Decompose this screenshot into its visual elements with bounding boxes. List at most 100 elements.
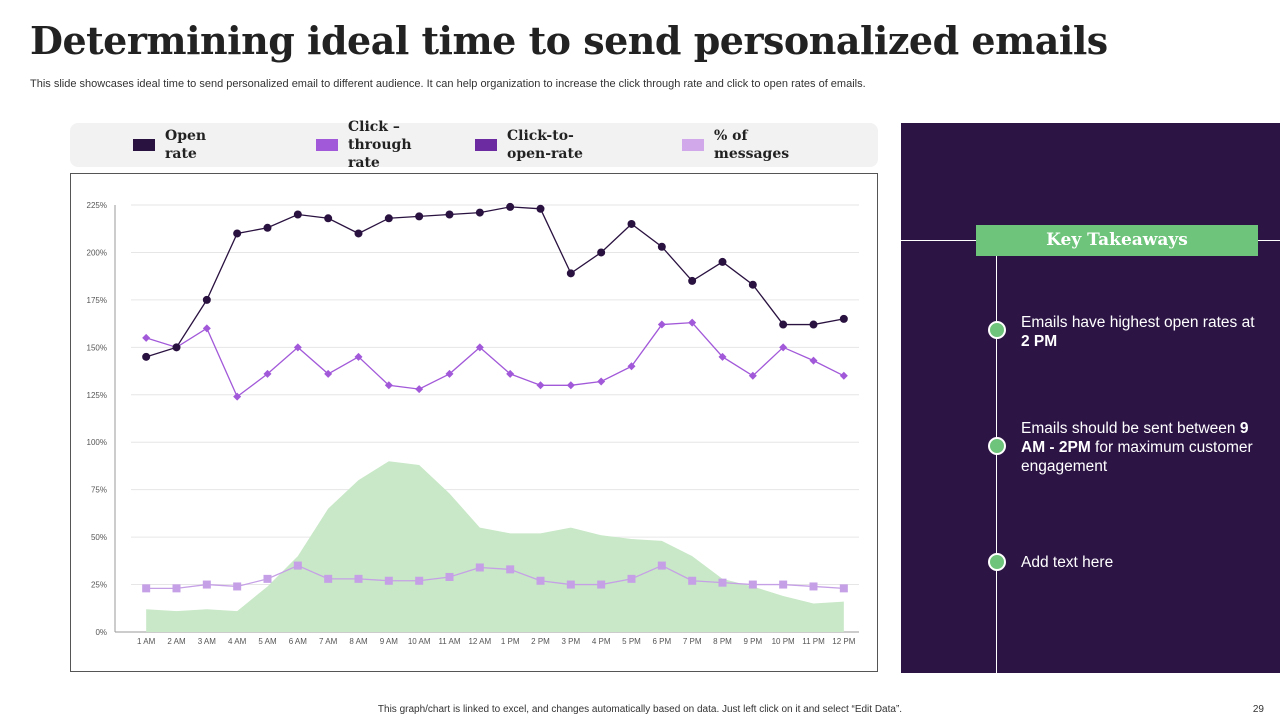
legend-label-click-to-open-rate: Click-to-open-rate	[507, 128, 583, 162]
timeline-dot-1	[988, 321, 1006, 339]
x-tick-label: 12 PM	[832, 637, 855, 646]
legend-label-click-through-rate: Click – through rate	[348, 119, 412, 171]
point-percent-messages	[354, 574, 363, 583]
point-open-rate	[415, 212, 424, 221]
point-open-rate	[779, 320, 788, 329]
point-click-through-rate	[536, 381, 545, 390]
point-click-through-rate	[627, 362, 636, 371]
point-open-rate	[172, 343, 181, 352]
x-tick-label: 3 AM	[198, 637, 217, 646]
point-percent-messages	[415, 576, 424, 585]
x-tick-label: 11 PM	[802, 637, 825, 646]
point-click-through-rate	[566, 381, 575, 390]
point-percent-messages	[688, 576, 697, 585]
point-open-rate	[536, 204, 545, 213]
point-open-rate	[688, 276, 697, 285]
legend-swatch-percent-messages	[682, 139, 704, 151]
legend-item-click-through-rate: Click – through rate	[316, 119, 412, 171]
point-percent-messages	[748, 580, 757, 589]
key-takeaways-heading: Key Takeaways	[976, 225, 1258, 256]
legend-swatch-click-to-open-rate	[475, 139, 497, 151]
page-number: 29	[1252, 704, 1264, 715]
point-percent-messages	[839, 584, 848, 593]
y-tick-label: 150%	[87, 343, 107, 352]
chart-legend: Open rate Click – through rate Click-to-ope…	[70, 119, 878, 171]
point-click-through-rate	[202, 324, 211, 333]
y-tick-label: 100%	[87, 438, 107, 447]
legend-item-open-rate: Open rate	[133, 127, 206, 163]
point-percent-messages	[475, 563, 484, 572]
point-click-through-rate	[293, 343, 302, 352]
point-click-through-rate	[445, 369, 454, 378]
timeline-line	[996, 253, 997, 673]
y-tick-label: 225%	[87, 201, 107, 210]
takeaway-2: Emails should be sent between 9 AM - 2PM…	[1021, 420, 1253, 475]
x-tick-label: 5 PM	[622, 637, 641, 646]
y-tick-label: 0%	[95, 628, 107, 637]
x-tick-label: 9 AM	[380, 637, 399, 646]
x-tick-label: 3 PM	[561, 637, 580, 646]
x-tick-label: 2 PM	[531, 637, 550, 646]
point-click-through-rate	[384, 381, 393, 390]
point-percent-messages	[202, 580, 211, 589]
y-tick-label: 125%	[87, 391, 107, 400]
point-open-rate	[718, 257, 727, 266]
x-tick-label: 10 PM	[772, 637, 795, 646]
point-percent-messages	[324, 574, 333, 583]
legend-swatch-click-through-rate	[316, 139, 338, 151]
point-percent-messages	[172, 584, 181, 593]
legend-swatch-open-rate	[133, 139, 155, 151]
x-tick-label: 4 AM	[228, 637, 247, 646]
point-open-rate	[142, 352, 151, 361]
x-tick-label: 4 PM	[592, 637, 611, 646]
point-click-through-rate	[839, 371, 848, 380]
point-click-through-rate	[354, 352, 363, 361]
point-open-rate	[445, 210, 454, 219]
x-tick-label: 6 PM	[652, 637, 671, 646]
footer-note: This graph/chart is linked to excel, and…	[377, 704, 903, 715]
point-open-rate	[566, 269, 575, 278]
x-tick-label: 2 AM	[167, 637, 186, 646]
point-open-rate	[809, 320, 818, 329]
takeaway-3: Add text here	[1021, 554, 1114, 571]
x-tick-label: 11 AM	[438, 637, 460, 646]
key-takeaways-panel: Key Takeaways Emails have highest open r…	[901, 123, 1280, 673]
point-click-through-rate	[263, 369, 272, 378]
point-click-through-rate	[506, 369, 515, 378]
point-click-through-rate	[475, 343, 484, 352]
legend-label-open-rate: Open rate	[165, 128, 207, 162]
point-click-through-rate	[324, 369, 333, 378]
takeaway-1: Emails have highest open rates at 2 PM	[1021, 314, 1255, 350]
point-open-rate	[202, 295, 211, 304]
point-percent-messages	[263, 574, 272, 583]
point-click-through-rate	[748, 371, 757, 380]
point-percent-messages	[293, 561, 302, 570]
point-open-rate	[354, 229, 363, 238]
series-click-to-open-rate-area	[146, 461, 844, 632]
point-open-rate	[597, 248, 606, 257]
chart-area[interactable]: 0% 25% 50% 75% 100% 125% 150% 175% 200% 225% 1 AM 2…	[70, 173, 878, 672]
point-open-rate	[627, 219, 636, 228]
x-tick-label: 9 PM	[743, 637, 762, 646]
x-tick-label: 10 AM	[408, 637, 431, 646]
point-open-rate	[839, 314, 848, 323]
slide-subtitle: This slide showcases ideal time to send …	[30, 78, 866, 90]
x-tick-label: 1 PM	[501, 637, 520, 646]
point-percent-messages	[809, 582, 818, 591]
point-open-rate	[324, 214, 333, 223]
y-tick-label: 25%	[91, 581, 107, 590]
point-percent-messages	[718, 578, 727, 587]
series-open-rate-line	[145, 206, 844, 358]
x-tick-label: 8 PM	[713, 637, 732, 646]
point-click-through-rate	[142, 333, 151, 342]
x-tick-label: 5 AM	[258, 637, 277, 646]
point-click-through-rate	[233, 392, 242, 401]
point-click-through-rate	[779, 343, 788, 352]
x-tick-label: 1 AM	[137, 637, 156, 646]
point-percent-messages	[657, 561, 666, 570]
x-tick-label: 8 AM	[349, 637, 368, 646]
x-tick-label: 7 AM	[319, 637, 338, 646]
x-tick-label: 12 AM	[468, 637, 491, 646]
line-chart[interactable]: 0% 25% 50% 75% 100% 125% 150% 175% 200% 225% 1 AM 2…	[71, 174, 877, 671]
point-open-rate	[293, 210, 302, 219]
